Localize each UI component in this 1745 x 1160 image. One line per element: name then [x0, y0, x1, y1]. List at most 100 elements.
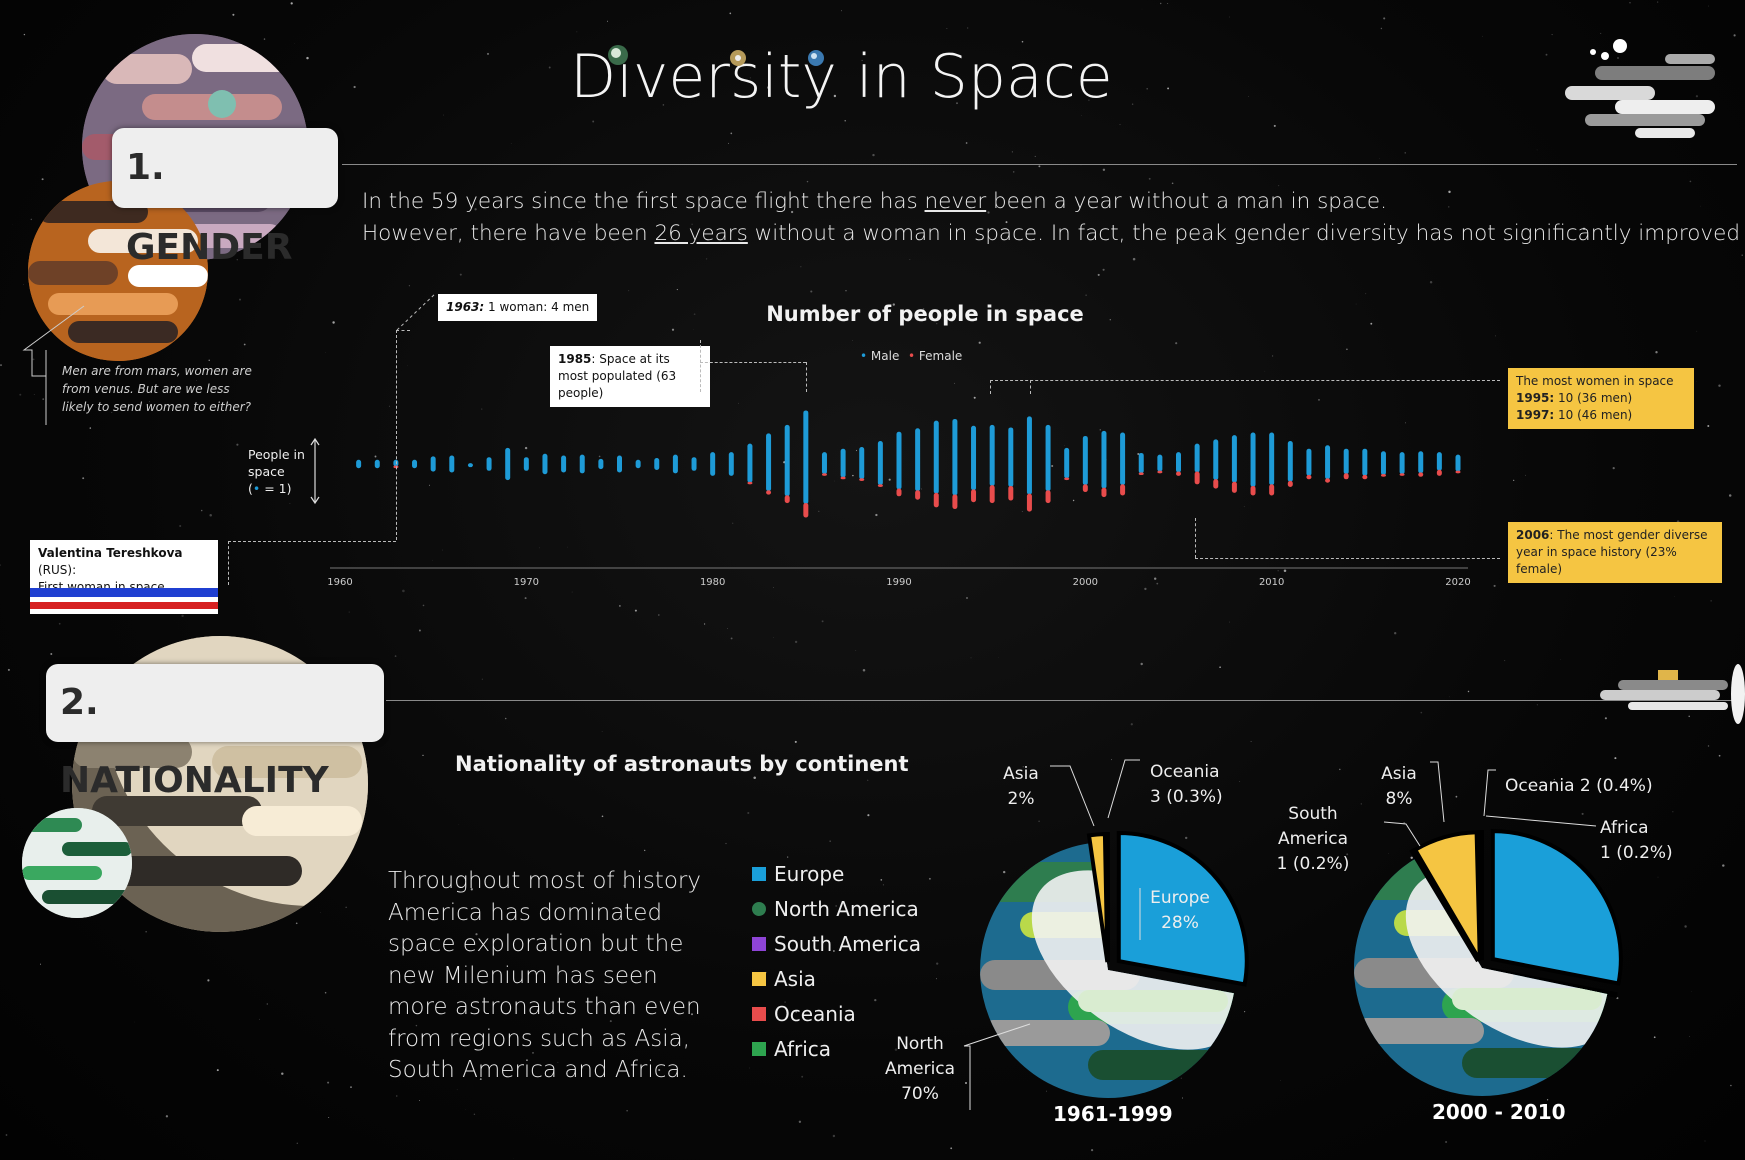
star [1005, 221, 1008, 224]
star [1383, 17, 1386, 20]
star [1655, 351, 1658, 354]
star [1653, 1036, 1656, 1039]
star [1360, 803, 1362, 805]
bar-female-2014 [1343, 473, 1349, 480]
star [266, 1003, 268, 1005]
star [1051, 464, 1054, 468]
star [1710, 600, 1712, 602]
bar-female-1982 [747, 481, 753, 485]
pie-leader-line [1483, 769, 1496, 817]
star [1012, 171, 1015, 173]
connector-1963-h [396, 330, 410, 331]
star [58, 622, 61, 625]
star [936, 323, 938, 325]
bar-male-2014 [1343, 448, 1349, 475]
star [662, 104, 665, 106]
star [232, 13, 235, 16]
star [956, 102, 958, 105]
bar-male-1961 [356, 459, 362, 469]
star [753, 776, 756, 780]
star [165, 1115, 169, 1118]
star [289, 503, 291, 504]
star [598, 455, 601, 458]
star [243, 343, 246, 346]
bar-male-2015 [1362, 448, 1368, 476]
star [644, 849, 646, 852]
star [1080, 115, 1082, 116]
star [524, 597, 527, 600]
star [30, 218, 33, 221]
star [1273, 124, 1276, 127]
star [1388, 802, 1390, 804]
star [1167, 2, 1169, 4]
bar-female-2017 [1399, 473, 1405, 476]
star [862, 669, 866, 672]
gender-intro: In the 59 years since the first space fl… [362, 189, 1745, 246]
star [1144, 587, 1147, 591]
star [1102, 268, 1105, 271]
gender-chart-title: Number of people in space [766, 302, 1084, 326]
star [320, 912, 321, 914]
people-in-space-label: People in space (• = 1) [248, 447, 305, 496]
bar-male-2000 [1082, 435, 1088, 486]
star [415, 1024, 418, 1027]
nationality-chart-title: Nationality of astronauts by continent [455, 752, 909, 776]
star [818, 510, 820, 513]
star [1728, 494, 1732, 497]
x-tick-2000: 2000 [1073, 577, 1098, 588]
bar-male-2001 [1101, 430, 1107, 489]
star [473, 1113, 476, 1115]
star [1730, 1084, 1732, 1087]
star [1733, 34, 1736, 37]
bar-female-1994 [971, 489, 977, 503]
pie-leader-line [964, 1045, 971, 1110]
star [1696, 330, 1698, 332]
star [921, 1093, 922, 1095]
legend-asia: Asia [752, 961, 921, 996]
bar-female-1998 [1045, 490, 1051, 504]
callout-1985: 1985: Space at its most populated (63 pe… [550, 346, 710, 407]
star [880, 879, 883, 881]
star [1536, 149, 1538, 151]
star [726, 628, 728, 629]
star [790, 210, 794, 214]
star [1504, 660, 1506, 662]
star [928, 877, 931, 880]
star [1171, 182, 1174, 185]
star [1465, 1105, 1467, 1108]
star [459, 273, 462, 276]
star [348, 611, 350, 613]
bar-female-2011 [1287, 480, 1293, 487]
bar-male-1966 [449, 455, 455, 473]
nationality-section-label: 2. NATIONALITY [46, 664, 384, 801]
star [111, 412, 113, 414]
x-tick-1990: 1990 [886, 577, 911, 588]
star [634, 609, 637, 612]
star [1248, 96, 1249, 97]
star [967, 27, 969, 29]
star [332, 321, 335, 324]
star [1239, 781, 1241, 782]
star [19, 393, 22, 396]
connector-1985-v2 [806, 362, 807, 392]
bar-male-1984 [784, 424, 790, 497]
star [1379, 158, 1380, 159]
star [1131, 103, 1134, 105]
star [207, 979, 210, 982]
star [430, 874, 432, 876]
star [418, 629, 421, 632]
legend-europe: Europe [752, 856, 921, 891]
bar-male-1992 [933, 420, 939, 494]
bar-female-2004 [1157, 470, 1163, 474]
star [973, 396, 976, 399]
connector-most-women-v [990, 380, 991, 394]
star [867, 814, 870, 817]
bar-male-1980 [710, 452, 716, 476]
bar-male-1978 [672, 454, 678, 474]
bar-female-1999 [1064, 477, 1070, 481]
star [691, 223, 693, 225]
star [407, 920, 409, 922]
bar-male-2016 [1380, 451, 1386, 476]
star [725, 842, 727, 845]
star [946, 28, 948, 29]
